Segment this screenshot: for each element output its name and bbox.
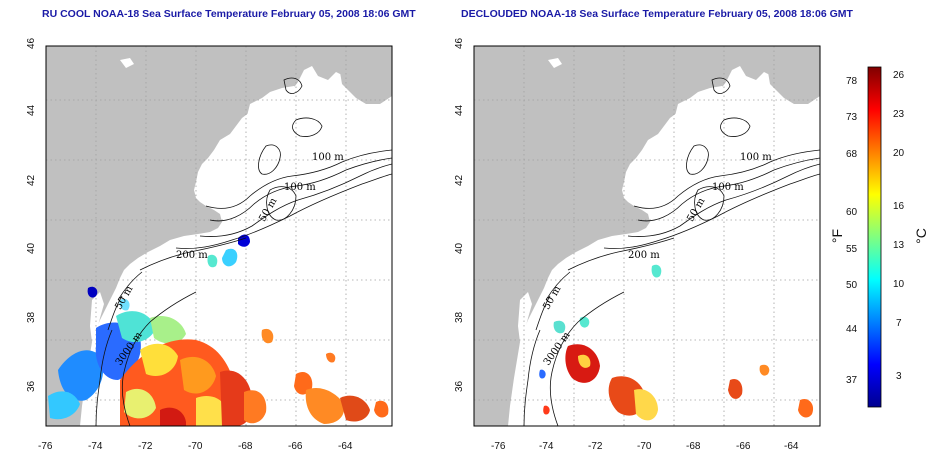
c-tick: 3 <box>896 371 902 382</box>
right-lon-tick: -64 <box>784 441 799 452</box>
left-lon-axis: -76 -74 -72 -70 -68 -66 -64 <box>38 441 353 452</box>
right-panel-title: DECLOUDED NOAA-18 Sea Surface Temperatur… <box>461 8 853 20</box>
left-lon-tick: -74 <box>88 441 103 452</box>
right-lon-tick: -70 <box>637 441 652 452</box>
c-tick: 13 <box>893 240 905 251</box>
right-sst-data <box>539 264 814 421</box>
right-lon-tick: -66 <box>736 441 751 452</box>
left-lat-axis: 46 44 42 40 38 36 <box>26 37 37 392</box>
f-tick: 55 <box>846 244 858 255</box>
left-contour-label-100m-a: 100 m <box>312 152 344 163</box>
left-lon-tick: -66 <box>288 441 303 452</box>
left-contour-label-200m: 200 m <box>176 250 208 261</box>
right-lat-tick: 42 <box>454 174 465 186</box>
c-tick: 16 <box>893 201 905 212</box>
right-lon-tick: -76 <box>491 441 506 452</box>
c-tick: 20 <box>893 148 905 159</box>
left-lat-tick: 44 <box>26 104 37 116</box>
left-lat-tick: 36 <box>26 380 37 392</box>
right-lat-tick: 46 <box>454 37 465 49</box>
right-map: 100 m 100 m 50 m 200 m 50 m 3000 m 46 44… <box>454 37 821 452</box>
temperature-colorbar: 78 73 68 60 55 50 44 37 26 23 20 16 13 1… <box>829 66 929 408</box>
right-lon-tick: -68 <box>686 441 701 452</box>
right-lat-tick: 36 <box>454 380 465 392</box>
left-lon-tick: -72 <box>138 441 153 452</box>
right-lat-tick: 40 <box>454 242 465 254</box>
right-lat-axis: 46 44 42 40 38 36 <box>454 37 465 392</box>
c-tick: 23 <box>893 109 905 120</box>
left-lat-tick: 42 <box>26 174 37 186</box>
c-tick: 26 <box>893 70 905 81</box>
f-tick: 37 <box>846 375 858 386</box>
left-lon-tick: -76 <box>38 441 53 452</box>
right-lon-tick: -72 <box>588 441 603 452</box>
f-tick: 78 <box>846 76 858 87</box>
right-contour-label-100m-a: 100 m <box>740 152 772 163</box>
colorbar-celsius-ticks: 26 23 20 16 13 10 7 3 <box>893 70 905 382</box>
left-map-frame <box>45 45 393 427</box>
left-panel-title: RU COOL NOAA-18 Sea Surface Temperature … <box>42 8 416 20</box>
f-tick: 50 <box>846 280 858 291</box>
f-tick: 44 <box>846 324 858 335</box>
left-lat-tick: 46 <box>26 37 37 49</box>
left-sst-data <box>48 234 389 426</box>
left-lon-tick: -64 <box>338 441 353 452</box>
right-contour-label-100m-b: 100 m <box>712 182 744 193</box>
fahrenheit-unit-label: °F <box>829 229 845 243</box>
right-lat-tick: 38 <box>454 311 465 323</box>
right-map-frame <box>473 45 821 427</box>
left-lon-tick: -68 <box>238 441 253 452</box>
f-tick: 60 <box>846 207 858 218</box>
c-tick: 7 <box>896 318 902 329</box>
f-tick: 68 <box>846 149 858 160</box>
f-tick: 73 <box>846 112 858 123</box>
left-map: 100 m 100 m 50 m 200 m 50 m 3000 m 46 44… <box>26 37 393 452</box>
right-lon-tick: -74 <box>539 441 554 452</box>
right-lon-axis: -76 -74 -72 -70 -68 -66 -64 <box>491 441 799 452</box>
left-lon-tick: -70 <box>188 441 203 452</box>
right-lat-tick: 44 <box>454 104 465 116</box>
c-tick: 10 <box>893 279 905 290</box>
left-contour-label-100m-b: 100 m <box>284 182 316 193</box>
celsius-unit-label: °C <box>913 228 929 244</box>
left-lat-tick: 40 <box>26 242 37 254</box>
right-contour-label-200m: 200 m <box>628 250 660 261</box>
colorbar-scale <box>867 66 882 408</box>
left-lat-tick: 38 <box>26 311 37 323</box>
colorbar-fahrenheit-ticks: 78 73 68 60 55 50 44 37 <box>846 76 858 386</box>
